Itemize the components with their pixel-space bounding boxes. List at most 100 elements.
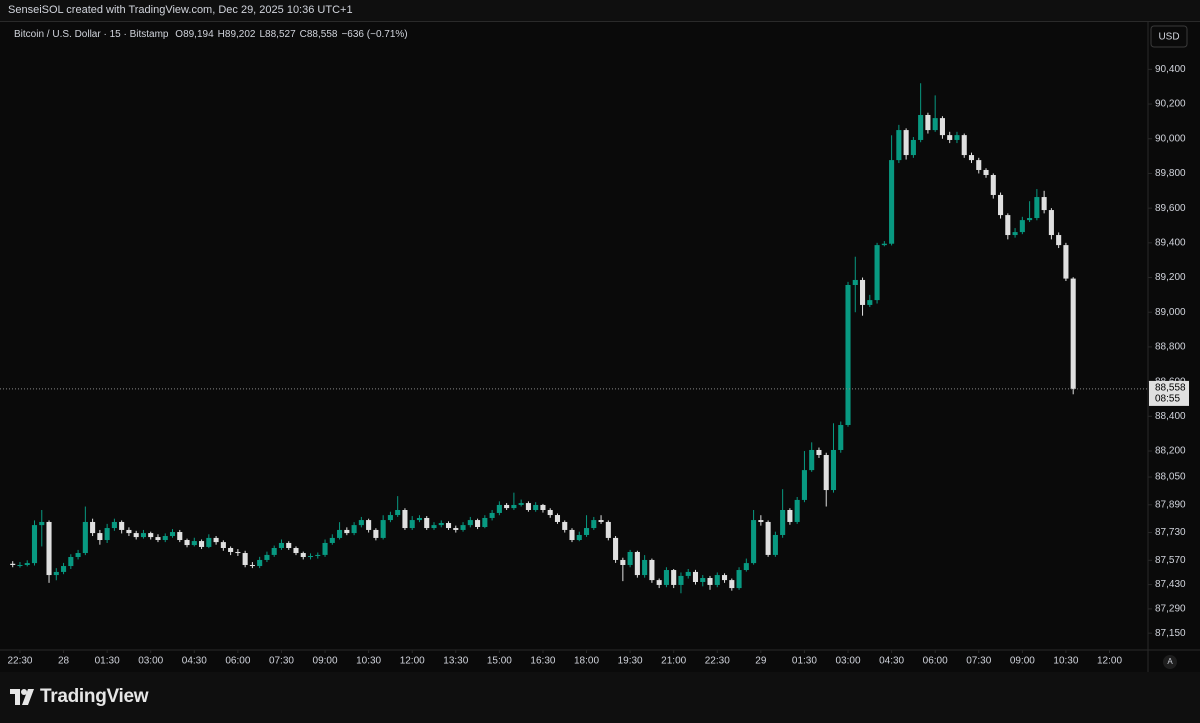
auto-scale-label[interactable]: A — [1167, 657, 1173, 666]
legend-value: 89,194 — [183, 29, 214, 40]
x-tick-label: 10:30 — [356, 656, 381, 667]
logo — [10, 689, 34, 705]
candle-body — [482, 517, 488, 528]
candle-body — [271, 547, 277, 555]
candle-body — [1070, 278, 1076, 389]
chart-background — [0, 22, 1200, 672]
x-tick-label: 16:30 — [530, 656, 555, 667]
candle-body — [671, 570, 677, 585]
candle-body — [315, 554, 321, 556]
candle-body — [583, 528, 590, 535]
candle-body — [511, 504, 517, 509]
candle-body — [424, 517, 430, 529]
x-tick-label: 09:00 — [313, 656, 338, 667]
candle-body — [75, 553, 81, 558]
candle-body — [780, 510, 786, 535]
last-price-box — [1149, 380, 1189, 406]
y-tick-label: 88,800 — [1155, 342, 1186, 353]
x-tick-label: 21:00 — [661, 656, 686, 667]
candle-body — [772, 534, 778, 555]
candle-body — [547, 510, 553, 516]
candle-body — [126, 529, 132, 534]
countdown: 08:55 — [1155, 394, 1180, 405]
candle-body — [634, 551, 640, 576]
candle-body — [525, 503, 531, 511]
last-price-label: 88,558 — [1155, 383, 1186, 394]
candle-body — [998, 194, 1004, 216]
y-tick-label: 89,600 — [1155, 203, 1186, 214]
candle-body — [416, 517, 423, 521]
candle-body — [17, 564, 23, 566]
candle-body — [278, 542, 285, 548]
candle-body — [751, 520, 757, 564]
candle-body — [475, 520, 481, 528]
candle-body — [642, 559, 648, 576]
y-tick-label: 89,400 — [1155, 237, 1186, 248]
y-tick-label: 88,200 — [1155, 446, 1186, 457]
candle-body — [939, 118, 945, 136]
candle-body — [235, 551, 241, 554]
x-tick-label: 04:30 — [879, 656, 904, 667]
candle-body — [721, 575, 728, 581]
candle-body — [860, 279, 866, 305]
candle-body — [830, 449, 837, 491]
x-tick-label: 12:00 — [400, 656, 425, 667]
candle-body — [46, 521, 52, 576]
chart: USD A 90,400 90,200 90,000 89,800 89,600 89,4… — [0, 22, 1200, 672]
legend-key: L — [259, 29, 266, 40]
top-bar: SenseiSOL created with TradingView.com, … — [0, 0, 1200, 22]
candle-body — [620, 559, 626, 565]
candle-body — [932, 118, 938, 131]
candle-body — [162, 536, 168, 541]
candle-body — [453, 528, 459, 530]
candle-body — [743, 563, 749, 571]
candle-body — [649, 559, 655, 581]
candle-body — [1056, 235, 1062, 246]
currency[interactable]: USD — [1158, 32, 1179, 43]
candle-body — [1027, 218, 1033, 221]
candle-body — [169, 532, 176, 537]
legend-value: 88,558 — [306, 29, 338, 40]
candle-body — [605, 521, 611, 538]
y-tick-label: 87,570 — [1155, 555, 1186, 566]
candle-body — [366, 520, 372, 530]
candle-body — [918, 114, 924, 140]
x-tick-label: 07:30 — [966, 656, 991, 667]
candle-body — [438, 523, 444, 526]
x-tick-label: 22:30 — [705, 656, 730, 667]
candle-body — [1034, 197, 1040, 219]
candle-body — [1005, 215, 1011, 236]
candle-body — [61, 566, 67, 572]
y-tick-label: 90,400 — [1155, 64, 1186, 75]
y-tick-label: 87,290 — [1155, 604, 1186, 615]
candle-body — [293, 547, 299, 554]
candle-body — [467, 520, 473, 526]
candle-body — [889, 160, 895, 244]
candle-body — [264, 554, 270, 560]
candle-body — [445, 523, 452, 529]
y-tick-label: 89,800 — [1155, 168, 1186, 179]
legend-value: 88,527 — [265, 29, 296, 40]
candle-body — [598, 520, 604, 522]
candle-body — [358, 520, 364, 526]
candle-body — [1019, 220, 1025, 233]
y-tick-label: 87,730 — [1155, 527, 1186, 538]
candle-body — [801, 470, 807, 500]
candle-body — [714, 575, 720, 585]
candle-body — [460, 525, 466, 530]
x-tick-label: 01:30 — [95, 656, 120, 667]
candle-body — [104, 528, 110, 541]
auto-scale-button[interactable] — [1163, 655, 1177, 669]
candle-body — [322, 542, 328, 555]
candle-body — [976, 160, 982, 170]
candle-body — [729, 580, 735, 589]
candle-body — [990, 175, 996, 195]
x-tick-label: 10:30 — [1053, 656, 1078, 667]
candle-body — [1048, 210, 1054, 236]
y-tick-label: 88,400 — [1155, 411, 1186, 422]
currency-button[interactable] — [1150, 25, 1188, 48]
candle-body — [968, 155, 975, 161]
candle-body — [97, 533, 103, 541]
candle-body — [111, 521, 117, 529]
